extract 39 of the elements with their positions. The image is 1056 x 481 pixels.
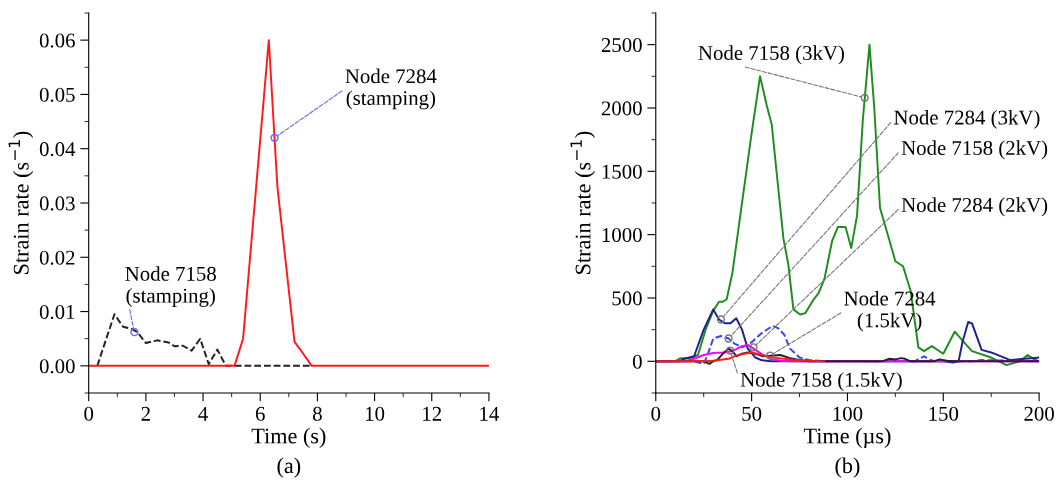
x-tick-label: 4 — [198, 406, 208, 421]
x-tick-label: 200 — [1024, 406, 1054, 421]
annotation: Node 7158 (stamping) — [125, 266, 216, 307]
y-tick-label: 2000 — [601, 101, 642, 116]
text: (b) — [835, 457, 860, 478]
x-tick-label: 150 — [929, 406, 959, 421]
x-tick-label: 10 — [365, 406, 385, 421]
y-tick-label: 0.00 — [39, 359, 75, 374]
annotation: Node 7284 (stamping) — [345, 68, 437, 110]
x-tick-label: 12 — [423, 406, 442, 421]
y-axis-title: Strain rate (s$^{−1}$) — [570, 131, 596, 274]
y-tick-label: 0.04 — [39, 142, 76, 157]
x-tick-label: 100 — [833, 406, 863, 421]
text: (a) — [277, 457, 301, 478]
y-tick-label: 2500 — [601, 38, 642, 53]
y-tick-label: 0.06 — [39, 33, 75, 48]
x-tick-label: 0 — [84, 406, 94, 421]
x-tick-label: 6 — [255, 406, 265, 421]
y-axis-title: Strain rate (s$^{−1}$) — [8, 131, 34, 274]
annotation: Node 7284 (2kV) — [901, 197, 1048, 217]
annotation: Node 7284 (3kV) — [894, 109, 1040, 129]
y-tick-label: 1500 — [602, 164, 642, 179]
y-tick-label: 0 — [632, 354, 642, 369]
x-axis-title: Time (µs) — [803, 427, 891, 448]
y-tick-label: 500 — [612, 291, 642, 306]
annotation: Node 7158 (3kV) — [698, 45, 844, 65]
y-tick-label: 0.05 — [39, 87, 75, 102]
y-tick-label: 0.03 — [39, 196, 75, 211]
y-tick-label: 1000 — [602, 228, 642, 243]
x-tick-label: 0 — [651, 406, 661, 421]
x-tick-label: 50 — [742, 406, 762, 421]
y-tick-label: 0.02 — [39, 250, 75, 265]
y-tick-label: 0.01 — [39, 304, 75, 320]
x-tick-label: 14 — [480, 406, 500, 421]
x-tick-label: 2 — [141, 406, 150, 421]
x-axis-title: Time (s) — [251, 427, 326, 448]
x-tick-label: 8 — [312, 406, 322, 421]
annotation: Node 7158 (1.5kV) — [740, 372, 902, 392]
annotation: Node 7158 (2kV) — [901, 140, 1048, 160]
